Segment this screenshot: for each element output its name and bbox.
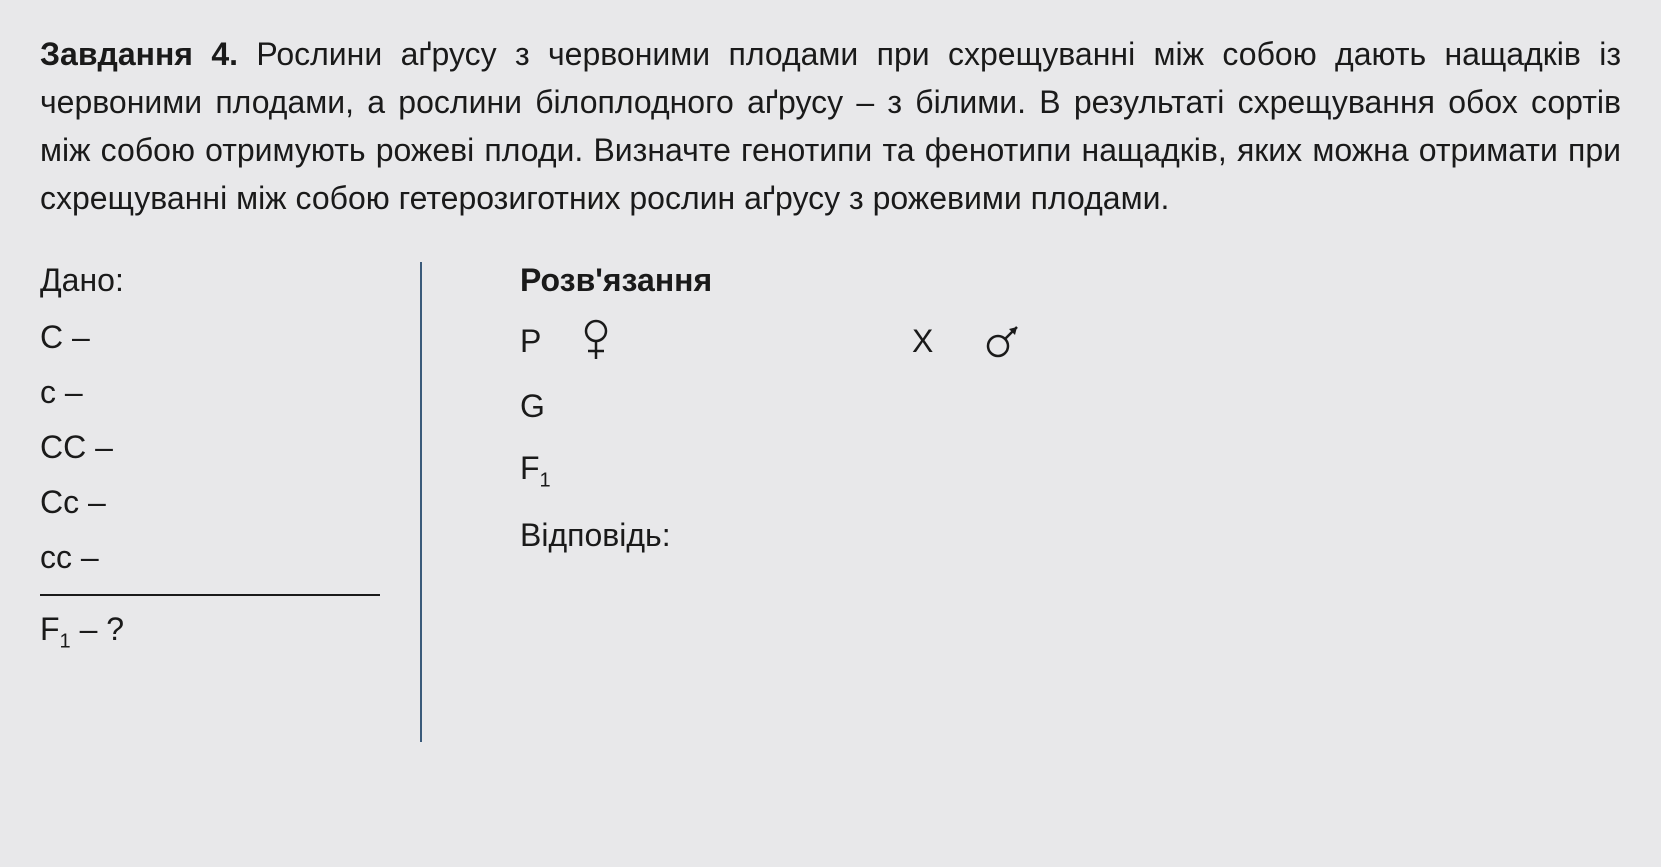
given-item: сс – bbox=[40, 539, 390, 576]
answer-label: Відповідь: bbox=[520, 517, 1621, 554]
task-body: Рослини аґрусу з червоними плодами при с… bbox=[40, 36, 1621, 216]
male-symbol-icon bbox=[983, 321, 1023, 362]
given-section: Дано: С – с – СС – Сс – сс – F1 – ? bbox=[40, 262, 420, 671]
parent-row: P X bbox=[520, 319, 1621, 363]
task-title: Завдання 4. bbox=[40, 36, 238, 72]
given-item: с – bbox=[40, 374, 390, 411]
content-area: Дано: С – с – СС – Сс – сс – F1 – ? Розв… bbox=[40, 262, 1621, 671]
given-header: Дано: bbox=[40, 262, 390, 299]
female-symbol-icon bbox=[580, 319, 612, 363]
g-label: G bbox=[520, 388, 560, 425]
gamete-row: G bbox=[520, 388, 1621, 425]
solution-section: Розв'язання P X G bbox=[420, 262, 1621, 671]
divider-line bbox=[40, 594, 380, 596]
cross-symbol: X bbox=[912, 323, 933, 360]
given-item: Сс – bbox=[40, 484, 390, 521]
f1-label: F1 bbox=[520, 450, 560, 492]
task-description: Завдання 4. Рослини аґрусу з червоними п… bbox=[40, 30, 1621, 222]
given-item: С – bbox=[40, 319, 390, 356]
question-item: F1 – ? bbox=[40, 611, 390, 653]
question-suffix: – ? bbox=[71, 611, 124, 647]
f-label: F bbox=[40, 611, 60, 647]
vertical-divider bbox=[420, 262, 422, 742]
given-item: СС – bbox=[40, 429, 390, 466]
f-subscript: 1 bbox=[60, 630, 71, 652]
p-label: P bbox=[520, 323, 560, 360]
f1-row: F1 bbox=[520, 450, 1621, 492]
solution-header: Розв'язання bbox=[520, 262, 1621, 299]
